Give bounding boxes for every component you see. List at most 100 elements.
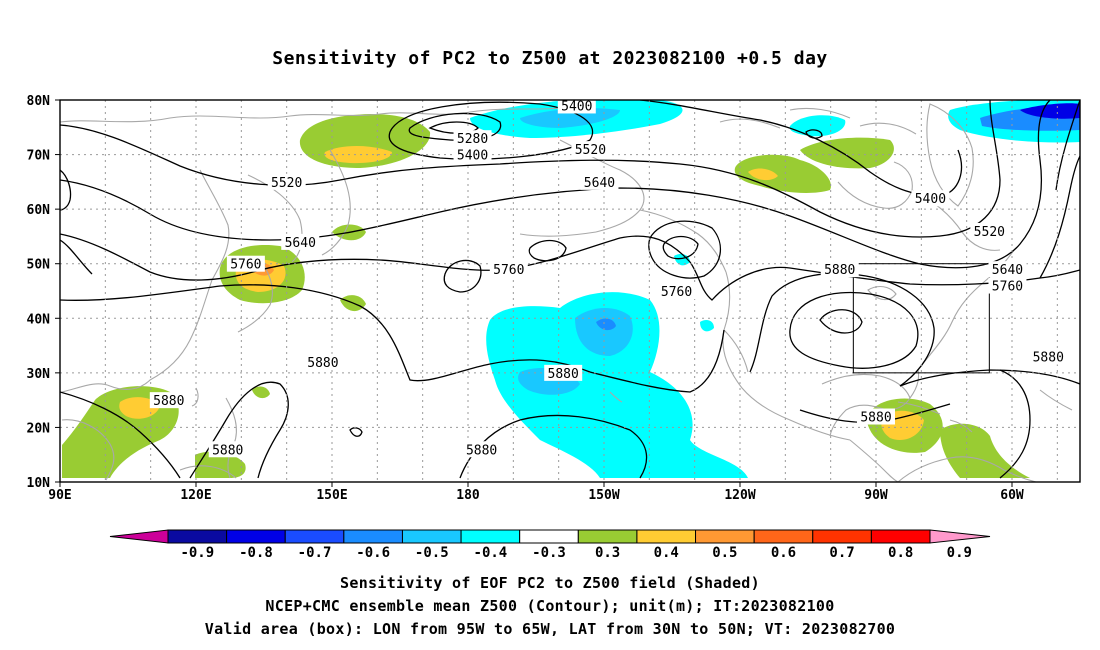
- contour-label-bg: [208, 441, 247, 458]
- contour-label-bg: [580, 173, 619, 190]
- contour-label: 5760: [489, 261, 528, 278]
- contour-label-bg: [571, 141, 610, 158]
- contour-label: 5880: [149, 392, 188, 409]
- contour-label-bg: [557, 100, 596, 114]
- contour-label-bg: [303, 353, 342, 370]
- contour-5880-atlantic-east: [999, 369, 1031, 479]
- contour-label: 5520: [267, 173, 306, 191]
- contour-label-bg: [462, 441, 501, 458]
- contour-label: 5880: [820, 261, 859, 278]
- contour-label-text: 5400: [561, 99, 592, 114]
- latitude-labels: 80N 70N 60N 50N 40N 30N 20N 10N: [27, 94, 60, 491]
- contour-5880-high-inner: [819, 309, 863, 334]
- contour-5400-polar: [388, 101, 594, 160]
- lat-label: 30N: [27, 367, 51, 382]
- valid-area-box: [852, 263, 990, 374]
- contour-label: 5640: [988, 261, 1027, 278]
- coast-indochina: [61, 419, 115, 481]
- contour-label-text: 5520: [271, 176, 302, 191]
- contour-label: 5640: [281, 233, 320, 251]
- lat-label: 80N: [27, 94, 51, 109]
- contour-small-low-c-inner: [662, 235, 699, 260]
- colorbar-tick-label: 0.4: [654, 545, 679, 561]
- colorbar-tick-label: -0.9: [180, 545, 214, 561]
- shade-west-siberia-positive-core: [324, 146, 392, 164]
- contour-label: 5400: [911, 190, 950, 207]
- contour-label: 5520: [970, 222, 1009, 240]
- colorbar-tick-label: 0.3: [595, 545, 620, 561]
- contour-label-bg: [453, 130, 492, 147]
- contour-small-circle-a: [349, 427, 363, 437]
- contour-arctic-small: [805, 129, 823, 139]
- colorbar-swatch: [284, 529, 345, 544]
- shade-hudson-positive: [800, 137, 894, 169]
- map-frame: [59, 99, 1081, 483]
- colorbar: -0.9 -0.8 -0.7 -0.6 -0.5 -0.4 -0.3 0.3 0.4 0.5 0.6…: [109, 529, 991, 561]
- contour-label-text: 5640: [992, 263, 1023, 278]
- coast-central-america: [849, 439, 899, 482]
- lon-label: 120E: [180, 488, 211, 503]
- contour-label-bg: [970, 222, 1009, 239]
- contour-label: 5760: [988, 277, 1027, 295]
- lon-label: 60W: [1000, 488, 1024, 503]
- lat-label: 40N: [27, 312, 51, 327]
- colorbar-swatch: [226, 529, 286, 544]
- shade-philippines-positive: [195, 451, 246, 478]
- coast-siberia-arctic: [60, 105, 581, 123]
- contour-1100-border-west: [60, 239, 93, 275]
- colorbar-end-high: [929, 529, 991, 544]
- lat-label: 70N: [27, 149, 51, 164]
- coast-japan: [237, 261, 273, 333]
- contour-label: 5880: [208, 441, 247, 458]
- colorbar-swatch: [577, 529, 638, 544]
- lon-label: 90E: [48, 488, 71, 503]
- contour-label: 5880: [1029, 348, 1068, 365]
- colorbar-tick-label: 0.9: [947, 545, 972, 561]
- contour-5880-high: [789, 291, 919, 369]
- colorbar-swatch: [812, 529, 872, 544]
- colorbar-tick-label: 0.6: [771, 545, 796, 561]
- lat-label: 60N: [27, 203, 51, 218]
- coast-gulf-of-mexico: [821, 373, 911, 437]
- shade-central-pacific-negative: [486, 292, 748, 478]
- contour-label-text: 5760: [230, 258, 261, 273]
- coast-kamchatka: [321, 149, 351, 256]
- contour-label: 5400: [453, 146, 492, 164]
- contour-label-text: 5880: [466, 443, 497, 458]
- contour-label-bg: [1029, 348, 1068, 365]
- contour-5880-subtropical: [60, 284, 725, 393]
- colorbar-tick-label: -0.7: [298, 545, 332, 561]
- colorbar-tick-label: -0.3: [532, 545, 566, 561]
- contour-label-bg: [988, 277, 1027, 294]
- longitude-labels: 90E 120E 150E 180 150W 120W 90W 60W: [48, 482, 1024, 503]
- coast-taiwan: [191, 387, 199, 407]
- contour-5760-east-bend: [1039, 155, 1080, 279]
- contour-label-text: 5880: [212, 443, 243, 458]
- contour-label-bg: [281, 233, 320, 250]
- lon-label: 180: [456, 488, 480, 503]
- contour-label-text: 5760: [493, 263, 524, 278]
- lon-label: 90W: [864, 488, 888, 503]
- sensitivity-shading: [62, 100, 1080, 478]
- graticule: [60, 100, 1080, 482]
- coast-great-lakes: [867, 285, 897, 301]
- contour-label-bg: [988, 261, 1027, 278]
- contour-small-low-b: [528, 239, 567, 262]
- contour-5880-ridge: [749, 272, 935, 387]
- colorbar-swatch: [460, 529, 521, 544]
- caption-contour: NCEP+CMC ensemble mean Z500 (Contour); u…: [265, 597, 835, 615]
- contour-label-bg: [857, 408, 895, 425]
- shade-small-positive-a: [252, 386, 270, 399]
- coast-greenland: [926, 103, 974, 207]
- contour-label-bg: [820, 261, 859, 278]
- figure-title: Sensitivity of PC2 to Z500 at 2023082100…: [272, 48, 828, 69]
- coast-alaska-south: [639, 209, 727, 273]
- colorbar-tick-label: 0.5: [712, 545, 737, 561]
- colorbar-swatch: [695, 529, 755, 544]
- contour-label-text: 5880: [548, 367, 579, 382]
- caption-shading: Sensitivity of EOF PC2 to Z500 field (Sh…: [340, 574, 760, 592]
- lon-label: 120W: [724, 488, 755, 503]
- contour-label-text: 5400: [457, 149, 488, 164]
- shade-canada-positive: [734, 154, 831, 193]
- contour-label-bg: [149, 392, 188, 409]
